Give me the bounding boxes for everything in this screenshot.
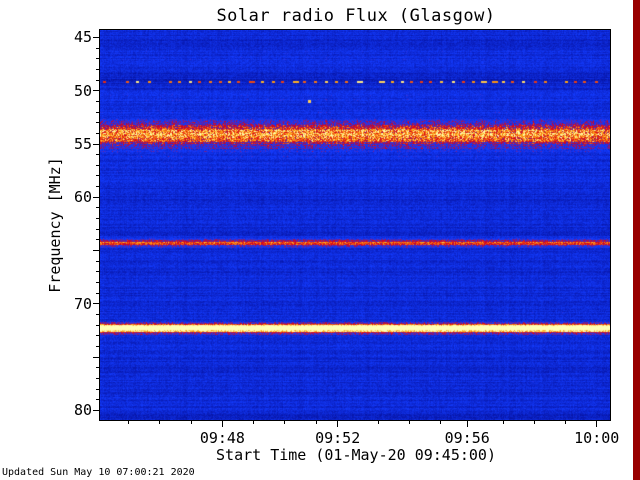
update-timestamp: Updated Sun May 10 07:00:21 2020 [2, 467, 195, 478]
x-minor-tick [159, 421, 161, 424]
x-minor-tick [315, 421, 317, 424]
x-minor-tick [409, 421, 411, 424]
x-tick-label: 09:48 [199, 429, 245, 447]
x-major-tick [221, 421, 223, 427]
right-edge-strip [633, 0, 640, 480]
y-tick-label: 45 [73, 28, 92, 47]
x-minor-tick [440, 421, 442, 424]
x-minor-tick [534, 421, 536, 424]
x-minor-tick [565, 421, 567, 424]
x-major-tick [466, 421, 468, 427]
y-tick-label: 80 [73, 401, 92, 420]
x-axis-label: Start Time (01-May-20 09:45:00) [216, 446, 496, 464]
plot-frame [99, 29, 611, 421]
x-minor-tick [190, 421, 192, 424]
x-minor-tick [377, 421, 379, 424]
x-tick-label: 09:56 [444, 429, 490, 447]
y-axis-label: Frequency [MHz] [46, 157, 64, 293]
x-minor-tick [502, 421, 504, 424]
y-tick-label: 70 [73, 294, 92, 313]
y-tick-label: 50 [73, 81, 92, 100]
x-minor-tick [253, 421, 255, 424]
y-tick-label: 55 [73, 135, 92, 154]
chart-title: Solar radio Flux (Glasgow) [216, 6, 496, 26]
x-major-tick [337, 421, 339, 427]
spectrogram-canvas [100, 30, 610, 420]
x-tick-label: 09:52 [315, 429, 361, 447]
x-minor-tick [128, 421, 130, 424]
x-tick-label: 10:00 [574, 429, 620, 447]
x-minor-tick [284, 421, 286, 424]
x-major-tick [596, 421, 598, 427]
